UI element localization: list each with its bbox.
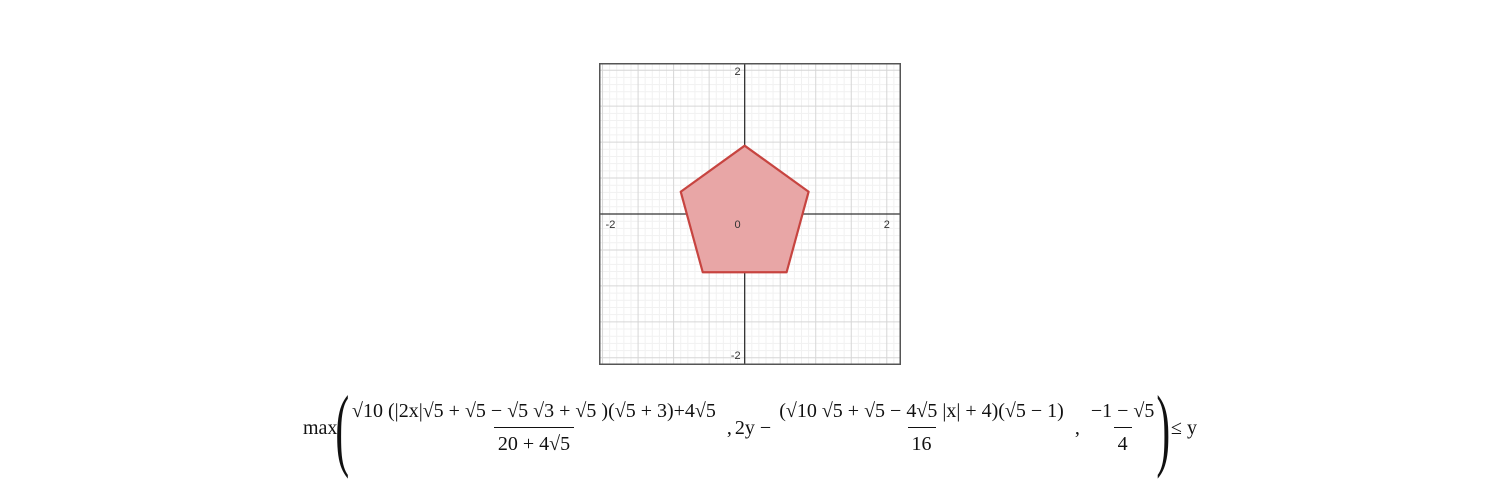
tick-labels: -2 0 2 2 -2 <box>606 66 890 362</box>
term3-denominator: 4 <box>1113 427 1132 456</box>
term1-numerator: √10 (|2x|√5 + √5 − √5 √3 + √5 )(√5 + 3)+… <box>352 400 716 422</box>
term1-denominator: 20 + 4√5 <box>493 427 575 456</box>
term2-numerator: (√10 √5 + √5 − 4√5 |x| + 4)(√5 − 1) <box>779 400 1064 422</box>
inequality-formula: max ( √10 (|2x|√5 + √5 − √5 √3 + √5 )(√5… <box>0 378 1500 478</box>
right-paren: ) <box>1156 377 1171 479</box>
term3-fraction: −1 − √5 4 <box>1087 400 1159 456</box>
term2-lead: 2y − <box>734 416 772 439</box>
graph-border <box>599 63 901 365</box>
max-function: max <box>302 416 338 439</box>
shaded-pentagon <box>679 144 810 274</box>
y-tick-label: 2 <box>735 66 741 78</box>
separator-1: , <box>726 416 732 439</box>
term1-fraction: √10 (|2x|√5 + √5 − √5 √3 + √5 )(√5 + 3)+… <box>348 400 720 456</box>
x-tick-label: -2 <box>606 219 616 231</box>
relation: ≤ y <box>1171 416 1198 439</box>
left-paren: ( <box>335 377 350 479</box>
y-tick-label: -2 <box>731 350 741 362</box>
term2-denominator: 16 <box>907 427 936 456</box>
graph-canvas: -2 0 2 2 -2 <box>599 63 901 365</box>
term3-numerator: −1 − √5 <box>1090 400 1155 422</box>
term2-fraction: (√10 √5 + √5 − 4√5 |x| + 4)(√5 − 1) 16 <box>775 400 1068 456</box>
separator-2: , <box>1074 416 1080 439</box>
x-tick-label: 0 <box>735 219 741 231</box>
x-tick-label: 2 <box>884 219 890 231</box>
